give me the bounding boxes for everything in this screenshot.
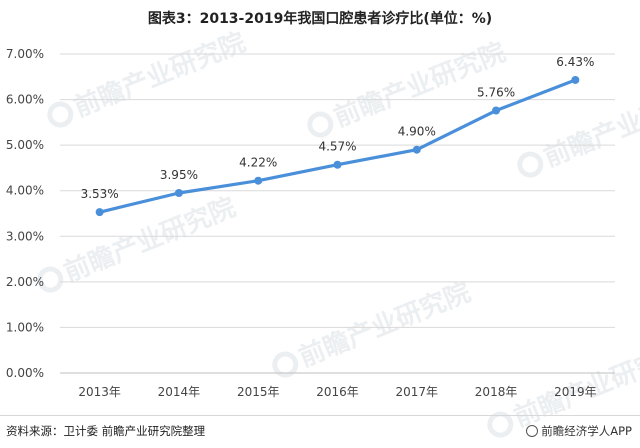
data-label: 3.95% — [160, 168, 198, 182]
y-tick-label: 1.00% — [6, 320, 44, 334]
series-line-group — [95, 75, 580, 217]
data-point — [95, 208, 104, 217]
x-tick-label: 2018年 — [475, 385, 518, 399]
y-tick-label: 5.00% — [6, 138, 44, 152]
x-tick-label: 2017年 — [396, 385, 439, 399]
data-label: 5.76% — [477, 86, 515, 100]
data-point — [571, 75, 580, 84]
y-tick-label: 0.00% — [6, 366, 44, 380]
brand-label: 前瞻经济学人APP — [541, 424, 632, 438]
chart-title: 图表3：2013-2019年我国口腔患者诊疗比(单位：%) — [147, 11, 493, 27]
data-labels: 3.53% 3.95% 4.22% 4.57% 4.90% 5.76% 6.43% — [81, 55, 595, 201]
y-tick-label: 2.00% — [6, 275, 44, 289]
footer-divider — [0, 415, 640, 416]
data-point — [174, 188, 183, 197]
y-tick-label: 3.00% — [6, 229, 44, 243]
y-axis-tick-labels: 0.00% 1.00% 2.00% 3.00% 4.00% 5.00% 6.00% 7.00% — [6, 47, 44, 380]
data-point — [254, 176, 263, 185]
data-label: 4.57% — [318, 140, 356, 154]
data-label: 6.43% — [556, 55, 594, 69]
source-note: 资料来源：卫计委 前瞻产业研究院整理 — [6, 424, 206, 438]
data-point — [333, 160, 342, 169]
brand-logo-icon — [526, 425, 539, 437]
x-tick-label: 2014年 — [158, 385, 201, 399]
gridlines — [60, 53, 615, 374]
data-label: 4.90% — [398, 125, 436, 139]
x-tick-label: 2019年 — [554, 385, 597, 399]
x-tick-label: 2013年 — [78, 385, 121, 399]
x-axis-tick-labels: 2013年 2014年 2015年 2016年 2017年 2018年 2019年 — [78, 385, 596, 399]
data-point — [492, 106, 501, 115]
data-label: 4.22% — [239, 156, 277, 170]
data-label: 3.53% — [81, 187, 119, 201]
y-tick-label: 7.00% — [6, 47, 44, 61]
data-point — [412, 145, 421, 154]
x-tick-label: 2015年 — [237, 385, 280, 399]
y-tick-label: 4.00% — [6, 184, 44, 198]
x-tick-label: 2016年 — [316, 385, 359, 399]
footer-brand: 前瞻经济学人APP — [526, 423, 632, 439]
y-tick-label: 6.00% — [6, 93, 44, 107]
